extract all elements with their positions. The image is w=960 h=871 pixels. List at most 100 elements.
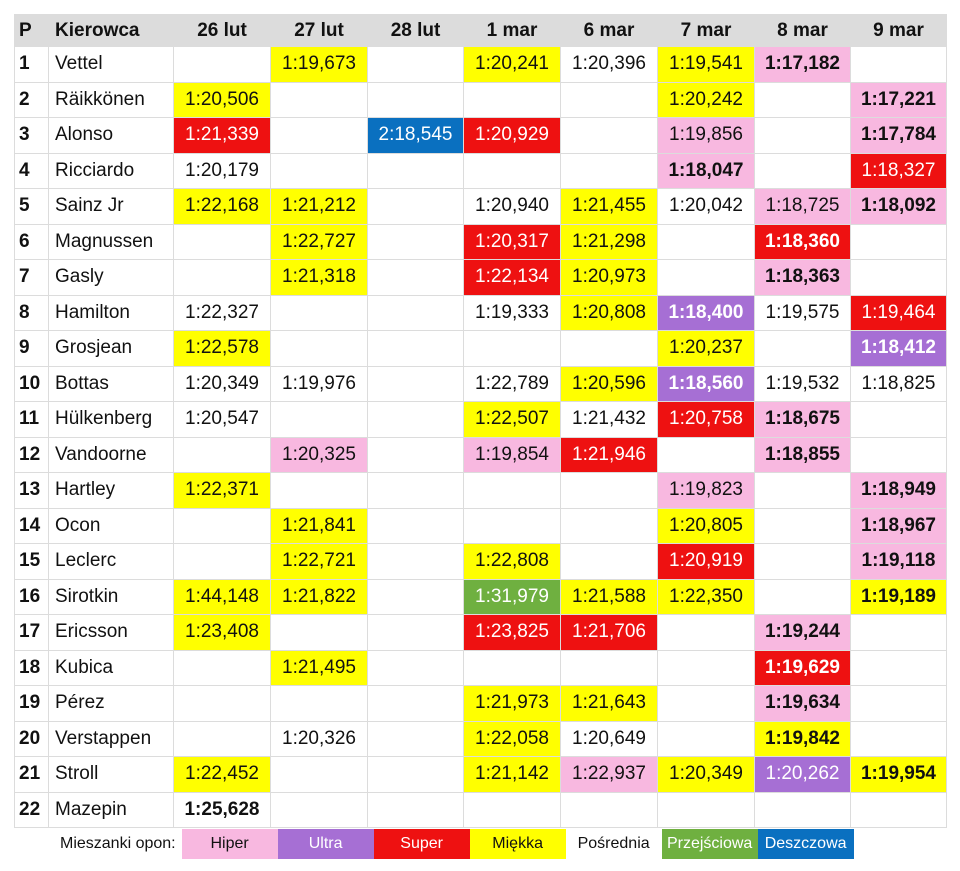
lap-time-cell: 1:22,721	[270, 543, 368, 580]
lap-time-cell	[463, 152, 561, 189]
lap-time-cell	[754, 578, 851, 615]
driver-cell: Leclerc	[48, 543, 174, 580]
lap-time-cell	[173, 46, 271, 83]
table-row: 17 Ericsson 1:23,408 1:23,825 1:21,706 1:19,2…	[14, 614, 947, 651]
position-cell: 20	[14, 720, 49, 757]
lap-time-cell	[367, 188, 464, 225]
lap-time-cell: 1:18,855	[754, 436, 851, 473]
lap-time-cell: 1:22,578	[173, 330, 271, 367]
lap-time-cell	[560, 330, 658, 367]
lap-time-cell	[367, 756, 464, 793]
position-cell: 12	[14, 436, 49, 473]
lap-time-cell: 1:21,212	[270, 188, 368, 225]
position-cell: 9	[14, 330, 49, 367]
lap-time-cell	[270, 330, 368, 367]
lap-time-cell	[850, 401, 947, 438]
lap-time-cell: 1:22,168	[173, 188, 271, 225]
lap-time-cell	[173, 507, 271, 544]
lap-time-cell: 1:22,134	[463, 259, 561, 296]
tyre-legend: Mieszanki opon: Hiper Ultra Super Miękka Poś…	[60, 828, 854, 860]
lap-time-cell: 1:19,189	[850, 578, 947, 615]
table-row: 11 Hülkenberg 1:20,547 1:22,507 1:21,432 1:20…	[14, 401, 947, 438]
lap-time-cell	[367, 543, 464, 580]
lap-time-cell	[270, 472, 368, 509]
lap-time-cell	[463, 791, 561, 828]
lap-time-cell	[754, 117, 851, 154]
lap-time-cell	[657, 720, 755, 757]
table-row: 16 Sirotkin 1:44,148 1:21,822 1:31,979 1:21,5…	[14, 578, 947, 615]
lap-time-cell: 1:20,349	[657, 756, 755, 793]
table-row: 19 Pérez 1:21,973 1:21,643 1:19,634	[14, 685, 947, 722]
lap-time-cell	[367, 685, 464, 722]
driver-cell: Hülkenberg	[48, 401, 174, 438]
lap-time-cell: 1:18,412	[850, 330, 947, 367]
lap-time-cell: 1:18,360	[754, 223, 851, 260]
lap-time-cell: 1:20,649	[560, 720, 658, 757]
lap-time-cell: 1:20,241	[463, 46, 561, 83]
table-row: 1 Vettel 1:19,673 1:20,241 1:20,396 1:19,541 1…	[14, 46, 947, 83]
lap-time-cell: 1:19,854	[463, 436, 561, 473]
lap-time-cell: 1:19,244	[754, 614, 851, 651]
lap-time-cell	[463, 330, 561, 367]
lap-time-cell: 1:18,560	[657, 365, 755, 402]
lap-time-cell	[754, 543, 851, 580]
lap-time-cell	[367, 401, 464, 438]
lap-time-cell	[270, 401, 368, 438]
lap-time-cell: 1:19,333	[463, 294, 561, 331]
header-row: P Kierowca 26 lut 27 lut 28 lut 1 mar 6 mar 7…	[14, 14, 947, 47]
lap-time-cell: 1:21,495	[270, 649, 368, 686]
lap-time-cell: 1:20,973	[560, 259, 658, 296]
driver-cell: Hartley	[48, 472, 174, 509]
lap-time-cell	[754, 152, 851, 189]
lap-time-cell	[270, 685, 368, 722]
table-row: 21 Stroll 1:22,452 1:21,142 1:22,937 1:20,349…	[14, 756, 947, 793]
lap-time-cell: 1:21,588	[560, 578, 658, 615]
driver-cell: Alonso	[48, 117, 174, 154]
position-cell: 22	[14, 791, 49, 828]
lap-time-cell: 1:19,629	[754, 649, 851, 686]
driver-cell: Grosjean	[48, 330, 174, 367]
position-cell: 14	[14, 507, 49, 544]
position-cell: 8	[14, 294, 49, 331]
lap-time-cell: 1:19,842	[754, 720, 851, 757]
lap-time-cell	[367, 791, 464, 828]
lap-time-cell: 1:20,262	[754, 756, 851, 793]
lap-time-cell: 1:22,507	[463, 401, 561, 438]
lap-time-cell: 1:20,325	[270, 436, 368, 473]
lap-time-cell: 1:31,979	[463, 578, 561, 615]
position-cell: 17	[14, 614, 49, 651]
lap-time-cell: 1:21,822	[270, 578, 368, 615]
lap-time-cell: 1:21,706	[560, 614, 658, 651]
lap-time-cell	[850, 223, 947, 260]
lap-time-cell: 1:22,937	[560, 756, 658, 793]
driver-cell: Stroll	[48, 756, 174, 793]
table-row: 4 Ricciardo 1:20,179 1:18,047 1:18,327	[14, 152, 947, 189]
lap-time-cell	[270, 152, 368, 189]
position-cell: 1	[14, 46, 49, 83]
lap-time-cell: 1:44,148	[173, 578, 271, 615]
lap-time-cell	[367, 436, 464, 473]
table-row: 8 Hamilton 1:22,327 1:19,333 1:20,808 1:18,40…	[14, 294, 947, 331]
legend-label: Mieszanki opon:	[60, 835, 176, 852]
header-day: 9 mar	[850, 14, 947, 47]
lap-time-cell: 1:21,339	[173, 117, 271, 154]
header-day: 27 lut	[270, 14, 368, 47]
lap-time-cell: 1:17,221	[850, 81, 947, 118]
lap-time-cell: 1:21,643	[560, 685, 658, 722]
lap-time-cell: 1:22,350	[657, 578, 755, 615]
lap-time-cell	[463, 472, 561, 509]
lap-time-cell	[173, 223, 271, 260]
lap-time-cell	[367, 223, 464, 260]
lap-time-cell: 1:18,725	[754, 188, 851, 225]
lap-time-cell: 1:19,532	[754, 365, 851, 402]
table-row: 20 Verstappen 1:20,326 1:22,058 1:20,649 1:19…	[14, 720, 947, 757]
driver-cell: Ocon	[48, 507, 174, 544]
lap-time-cell	[560, 117, 658, 154]
lap-time-cell: 1:19,673	[270, 46, 368, 83]
lap-time-cell	[367, 46, 464, 83]
driver-cell: Bottas	[48, 365, 174, 402]
lap-time-cell	[560, 507, 658, 544]
legend-swatch-przejsciowa: Przejściowa	[661, 829, 758, 859]
lap-time-cell	[173, 720, 271, 757]
driver-cell: Räikkönen	[48, 81, 174, 118]
